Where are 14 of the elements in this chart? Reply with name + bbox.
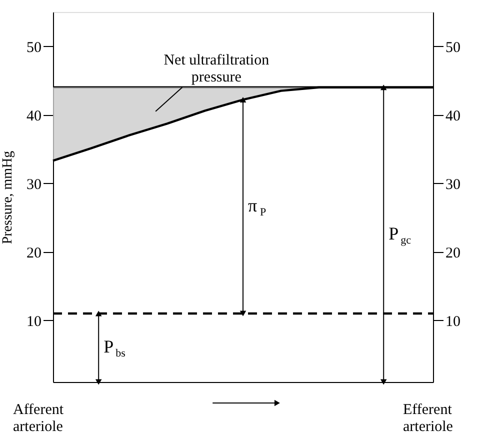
y2-tick-label: 50 (446, 40, 460, 56)
annotation: Net ultrafiltration pressure (164, 52, 270, 86)
y2-tick-label: 30 (446, 176, 460, 193)
text: Efferent arteriole (403, 402, 454, 435)
y2-tick-label: 40 (446, 108, 460, 124)
y-tick-label: 10 (26, 314, 42, 330)
y-tick-label: 40 (26, 108, 42, 124)
y-tick-label: 20 (26, 245, 42, 262)
y-tick-label: 50 (26, 40, 42, 56)
y-tick-label: 30 (26, 176, 42, 193)
y2-tick-label: 10 (446, 314, 460, 330)
y2-tick-label: 20 (446, 245, 460, 262)
text: Afferent arteriole (13, 402, 64, 435)
y-axis-title: Pressure, mmHg (0, 150, 16, 244)
